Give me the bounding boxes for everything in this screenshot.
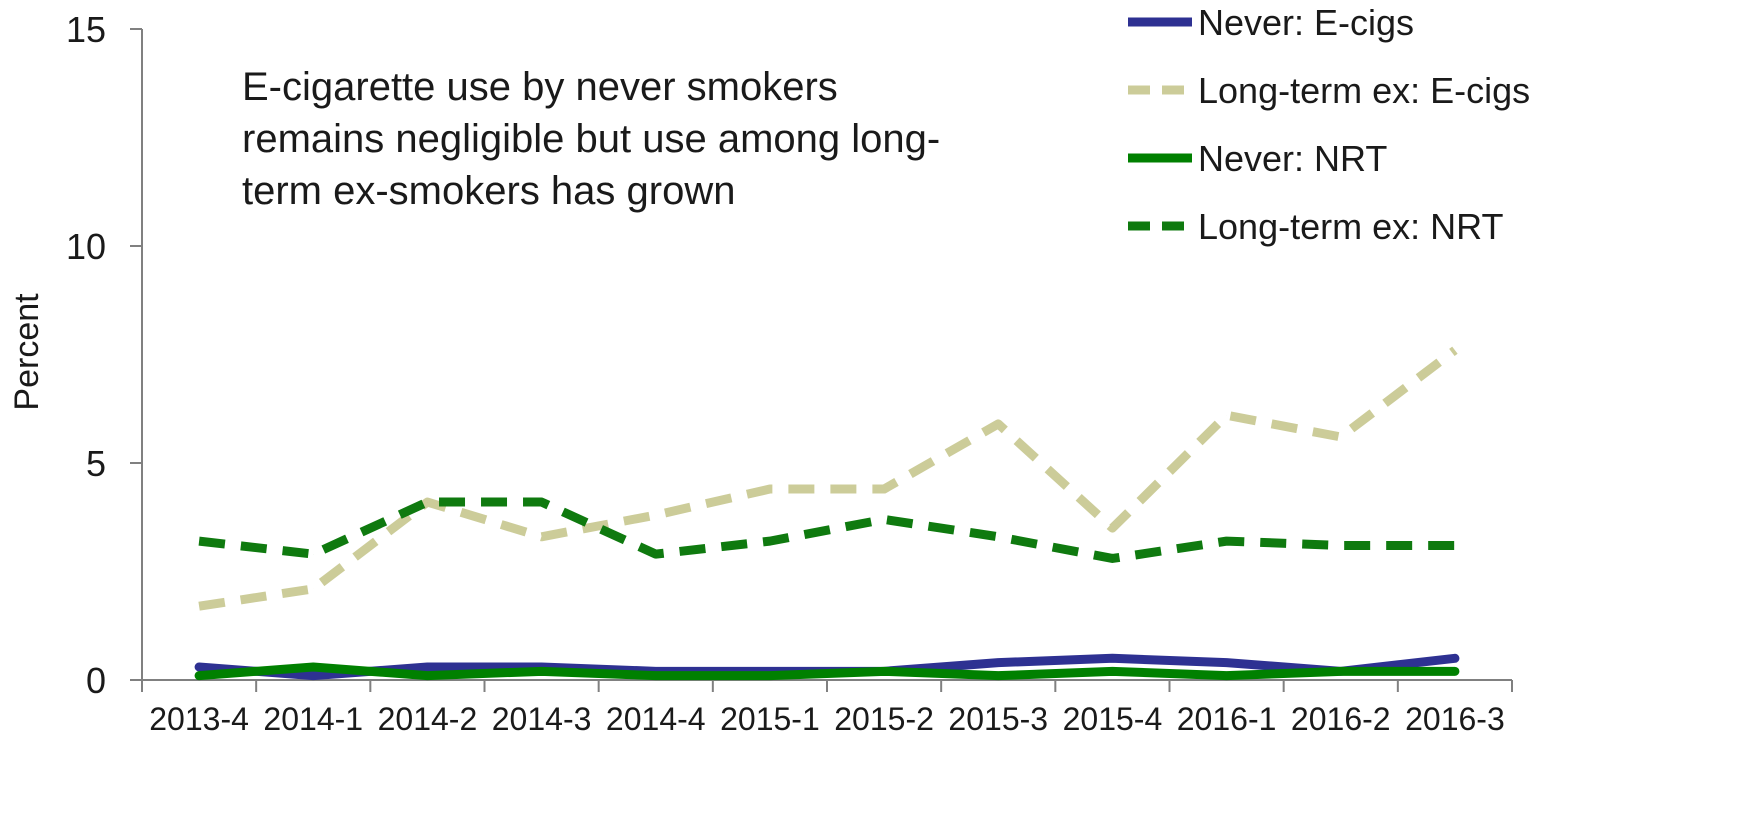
y-tick-label: 0	[86, 660, 106, 701]
x-tick-label: 2014-2	[378, 701, 478, 737]
x-tick-label: 2016-1	[1177, 701, 1277, 737]
x-tick-label: 2016-2	[1291, 701, 1391, 737]
x-tick-label: 2015-3	[948, 701, 1048, 737]
x-tick-label: 2014-3	[492, 701, 592, 737]
annotation-line: term ex-smokers has grown	[242, 169, 735, 213]
legend-label: Never: NRT	[1198, 138, 1387, 179]
x-tick-label: 2015-4	[1063, 701, 1163, 737]
x-tick-label: 2013-4	[149, 701, 249, 737]
series-line-2	[194, 662, 1460, 681]
legend-label: Long-term ex: E-cigs	[1198, 70, 1530, 111]
chart-annotation: E-cigarette use by never smokers remains …	[242, 65, 940, 213]
y-tick-label: 5	[86, 443, 106, 484]
y-axis-ticks: 0 5 10 15	[66, 9, 142, 701]
annotation-line: remains negligible but use among long-	[242, 117, 940, 161]
x-tick-label: 2015-1	[720, 701, 820, 737]
y-axis-title: Percent	[8, 293, 46, 411]
legend-label: Long-term ex: NRT	[1198, 206, 1503, 247]
x-tick-label: 2015-2	[834, 701, 934, 737]
series-lines	[194, 346, 1460, 681]
y-tick-label: 10	[66, 226, 106, 267]
legend: Never: E-cigs Long-term ex: E-cigs Never: …	[1128, 2, 1530, 247]
legend-label: Never: E-cigs	[1198, 2, 1414, 43]
x-tick-label: 2014-1	[263, 701, 363, 737]
x-tick-label: 2016-3	[1405, 701, 1505, 737]
series-line-1	[198, 346, 1458, 611]
series-line-3	[198, 497, 1455, 563]
y-tick-label: 15	[66, 9, 106, 50]
annotation-line: E-cigarette use by never smokers	[242, 65, 838, 109]
x-tick-label: 2014-4	[606, 701, 706, 737]
x-axis-ticks: 2013-4 2014-1 2014-2 2014-3 2014-4 2015-1 2015…	[141, 680, 1513, 737]
